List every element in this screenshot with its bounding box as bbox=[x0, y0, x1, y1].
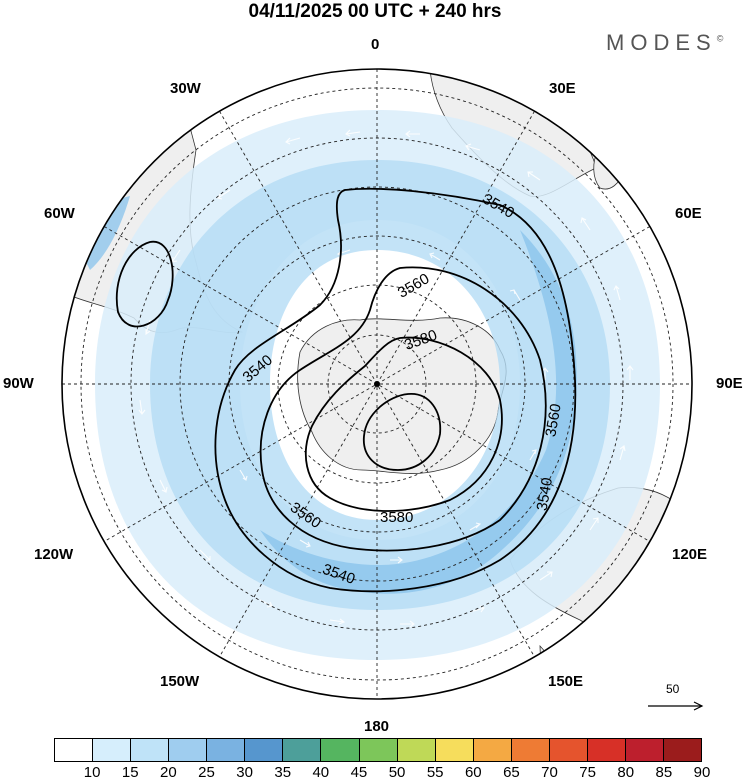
colorbar-label: 40 bbox=[312, 764, 330, 781]
contour-label: 3540 bbox=[534, 476, 557, 512]
colorbar-label: 50 bbox=[388, 764, 406, 781]
contour-3540-main bbox=[214, 187, 577, 593]
colorbar bbox=[54, 738, 702, 762]
lon-label-120w: 120W bbox=[34, 546, 74, 563]
contour-3560 bbox=[259, 266, 547, 552]
colorbar-swatch bbox=[169, 739, 208, 761]
colorbar-swatch bbox=[245, 739, 284, 761]
colorbar-label: 20 bbox=[160, 764, 177, 781]
height-contours bbox=[115, 95, 577, 593]
lon-label-30e: 30E bbox=[549, 80, 576, 97]
lon-label-30w: 30W bbox=[170, 80, 201, 97]
colorbar-label: 55 bbox=[426, 764, 444, 781]
colorbar-swatch bbox=[397, 739, 436, 761]
colorbar-label: 90 bbox=[693, 764, 711, 781]
lon-label-60w: 60W bbox=[44, 205, 75, 222]
polar-map: 3540 3540 3540 3540 3560 3560 3560 3580 … bbox=[61, 68, 704, 711]
reference-vector-label: 50 bbox=[666, 682, 680, 696]
colorbar-label: 60 bbox=[464, 764, 482, 781]
colorbar-label: 35 bbox=[274, 764, 292, 781]
colorbar-swatch bbox=[587, 739, 626, 761]
lon-label-0: 0 bbox=[371, 36, 380, 53]
colorbar-swatch bbox=[131, 739, 170, 761]
map-title: 04/11/2025 00 UTC + 240 hrs bbox=[248, 1, 502, 22]
colorbar-label: 15 bbox=[121, 764, 139, 781]
copyright-mark: © bbox=[716, 33, 724, 44]
colorbar-swatch bbox=[321, 739, 360, 761]
colorbar-label: 30 bbox=[236, 764, 253, 781]
contour-3580-outer bbox=[304, 336, 503, 512]
colorbar-swatch bbox=[549, 739, 588, 761]
colorbar-label: 70 bbox=[541, 764, 558, 781]
colorbar-label: 85 bbox=[655, 764, 673, 781]
lon-label-180: 180 bbox=[364, 718, 390, 735]
colorbar-swatch bbox=[55, 739, 94, 761]
brand-text: MODES bbox=[606, 30, 717, 55]
colorbar-swatch bbox=[359, 739, 398, 761]
contour-label: 3560 bbox=[542, 402, 565, 438]
colorbar-label: 65 bbox=[503, 764, 520, 781]
colorbar-label: 75 bbox=[579, 764, 596, 781]
lon-label-150e: 150E bbox=[548, 673, 584, 690]
south-pole-marker bbox=[374, 381, 380, 387]
lon-label-120e: 120E bbox=[672, 546, 708, 563]
lon-label-90e: 90E bbox=[716, 375, 743, 392]
colorbar-swatch bbox=[625, 739, 664, 761]
colorbar-label: 25 bbox=[198, 764, 215, 781]
contour-label: 3580 bbox=[380, 509, 413, 526]
reference-vector-arrow bbox=[648, 701, 704, 711]
colorbar-label: 45 bbox=[350, 764, 368, 781]
map-boundary bbox=[61, 68, 693, 700]
colorbar-swatch bbox=[93, 739, 132, 761]
contour-3540-small bbox=[115, 241, 174, 328]
lon-label-60e: 60E bbox=[675, 205, 702, 222]
lon-label-90w: 90W bbox=[3, 375, 34, 392]
colorbar-swatch bbox=[207, 739, 246, 761]
colorbar-label: 80 bbox=[617, 764, 635, 781]
modes-logo: MODES© bbox=[606, 30, 723, 56]
colorbar-label: 10 bbox=[83, 764, 101, 781]
colorbar-swatch bbox=[511, 739, 550, 761]
lon-label-150w: 150W bbox=[160, 673, 200, 690]
colorbar-swatch bbox=[283, 739, 322, 761]
colorbar-swatch bbox=[664, 739, 702, 761]
colorbar-swatch bbox=[435, 739, 474, 761]
colorbar-swatch bbox=[473, 739, 512, 761]
contour-3580-inner bbox=[363, 393, 442, 471]
